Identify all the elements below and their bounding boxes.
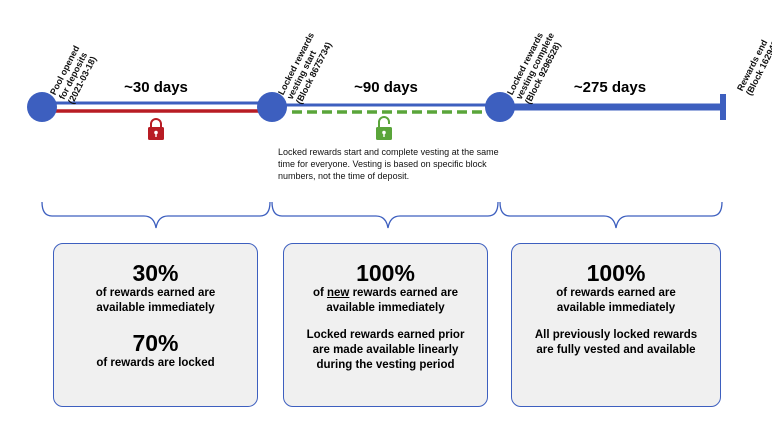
card-initial-period: 30% of rewards earned are available imme… bbox=[53, 243, 258, 407]
card-1-line-2: available immediately bbox=[96, 302, 215, 314]
card-vesting-period: 100% of new rewards earned are available… bbox=[283, 243, 488, 407]
card-2-line-2: available immediately bbox=[326, 302, 445, 314]
card-1-line-3: of rewards are locked bbox=[96, 357, 215, 369]
card-3-paragraph: All previously locked rewards are fully … bbox=[534, 329, 698, 356]
card-2-percent-available: 100% bbox=[356, 260, 415, 286]
milestone-circle-1 bbox=[27, 92, 57, 122]
new-underlined-word: new bbox=[327, 287, 350, 299]
brace-3 bbox=[499, 201, 723, 229]
card-2-paragraph: Locked rewards earned prior are made ava… bbox=[306, 329, 465, 371]
card-1-percent-available: 30% bbox=[132, 260, 179, 286]
milestone-circle-3 bbox=[485, 92, 515, 122]
card-3-line-1: of rewards earned are bbox=[556, 287, 676, 299]
lock-closed-icon bbox=[148, 118, 164, 140]
vesting-note: Locked rewards start and complete vestin… bbox=[278, 147, 499, 181]
milestone-circle-2 bbox=[257, 92, 287, 122]
timeline-end-bar bbox=[720, 94, 726, 120]
card-1-percent-locked: 70% bbox=[132, 330, 179, 356]
card-3-line-2: available immediately bbox=[556, 302, 676, 314]
card-2-line-1: of new rewards earned are bbox=[312, 287, 459, 299]
brace-2 bbox=[271, 201, 499, 229]
duration-label-1: ~30 days bbox=[124, 79, 188, 96]
lock-open-icon bbox=[376, 116, 392, 140]
card-post-vesting: 100% of rewards earned are available imm… bbox=[511, 243, 721, 407]
card-3-percent-available: 100% bbox=[586, 260, 646, 286]
brace-1 bbox=[41, 201, 271, 229]
card-1-line-1: of rewards earned are bbox=[95, 287, 216, 299]
duration-label-3: ~275 days bbox=[573, 79, 647, 96]
duration-label-2: ~90 days bbox=[354, 79, 418, 96]
